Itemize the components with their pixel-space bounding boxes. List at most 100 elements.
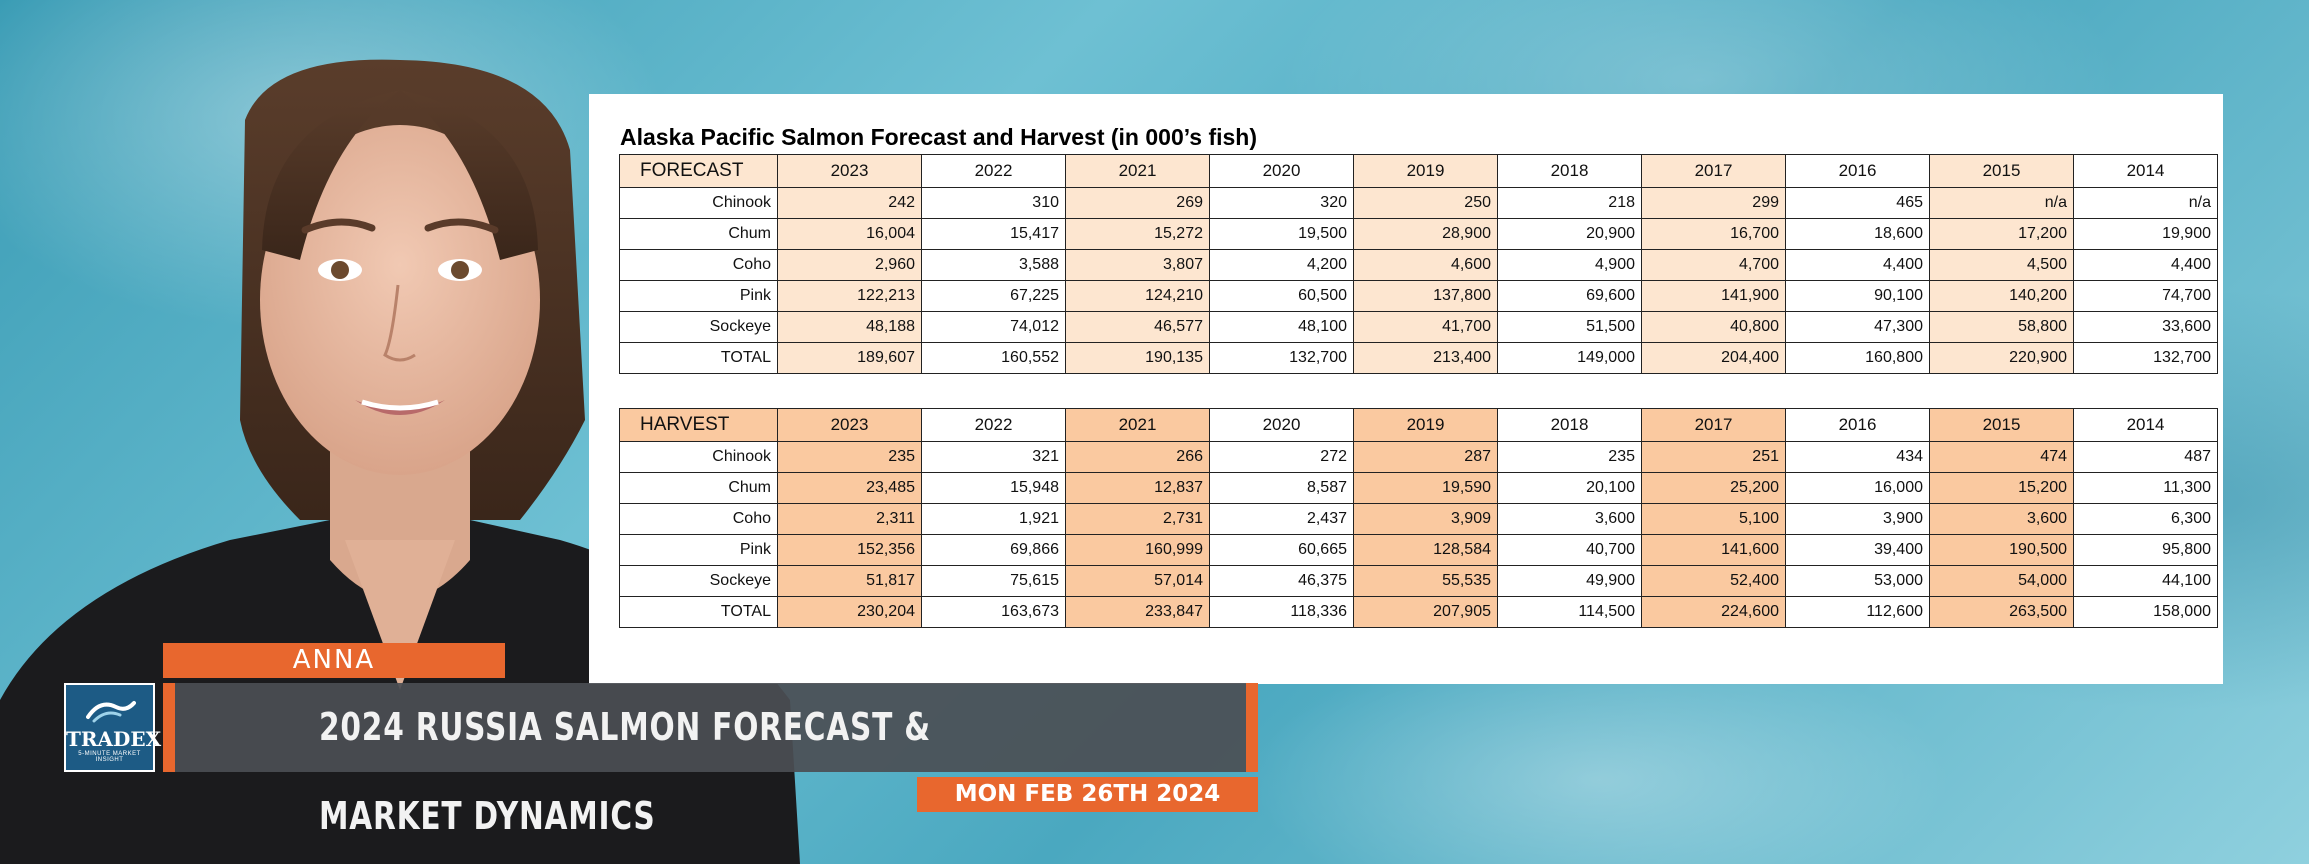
table-cell: 287 [1353,441,1498,473]
table-cell: 33,600 [2073,311,2218,343]
row-label: TOTAL [619,596,778,628]
table-cell: 18,600 [1785,218,1930,250]
year-header: 2015 [1929,154,2074,188]
table-cell: 51,500 [1497,311,1642,343]
table-cell: 3,807 [1065,249,1210,281]
table-cell: 3,909 [1353,503,1498,535]
year-header: 2019 [1353,408,1498,442]
table-cell: 41,700 [1353,311,1498,343]
table-cell: 118,336 [1209,596,1354,628]
table-cell: 251 [1641,441,1786,473]
table-cell: 40,800 [1641,311,1786,343]
table-cell: 149,000 [1497,342,1642,374]
headline-text: 2024 RUSSIA SALMON FORECAST & MARKET DYN… [319,705,931,838]
table-cell: 58,800 [1929,311,2074,343]
row-label: Coho [619,503,778,535]
row-label: TOTAL [619,342,778,374]
table-cell: 189,607 [777,342,922,374]
harvest-section-label: HARVEST [619,408,778,442]
year-header: 2017 [1641,408,1786,442]
row-label: Chum [619,472,778,504]
row-label: Chinook [619,187,778,219]
table-cell: 16,700 [1641,218,1786,250]
table-cell: 16,004 [777,218,922,250]
table-cell: 266 [1065,441,1210,473]
table-cell: 141,900 [1641,280,1786,312]
wave-icon [86,701,136,723]
table-cell: 272 [1209,441,1354,473]
table-row: Sockeye 48,188 74,012 46,577 48,100 41,700 51,… [619,311,2218,343]
year-header: 2021 [1065,408,1210,442]
broadcast-date: MON FEB 26TH 2024 [917,777,1258,812]
table-cell: 132,700 [1209,342,1354,374]
table-cell: 220,900 [1929,342,2074,374]
table-cell: 112,600 [1785,596,1930,628]
year-header: 2022 [921,408,1066,442]
table-cell: 17,200 [1929,218,2074,250]
table-cell: 20,100 [1497,472,1642,504]
year-header: 2023 [777,408,922,442]
table-cell: 2,960 [777,249,922,281]
harvest-table: HARVEST 2023 2022 2021 2020 2019 2018 20… [619,408,2218,628]
year-header: 2018 [1497,408,1642,442]
harvest-header-row: HARVEST 2023 2022 2021 2020 2019 2018 20… [619,408,2218,442]
table-row: Sockeye 51,817 75,615 57,014 46,375 55,535 49,… [619,565,2218,597]
table-cell: 19,900 [2073,218,2218,250]
table-cell: 128,584 [1353,534,1498,566]
table-cell: 160,999 [1065,534,1210,566]
table-cell: 2,731 [1065,503,1210,535]
table-cell: 3,588 [921,249,1066,281]
table-cell: 39,400 [1785,534,1930,566]
table-cell: 75,615 [921,565,1066,597]
table-cell: 28,900 [1353,218,1498,250]
table-cell: 160,552 [921,342,1066,374]
table-cell: 4,400 [2073,249,2218,281]
row-label: Sockeye [619,311,778,343]
table-cell: 163,673 [921,596,1066,628]
table-cell: 207,905 [1353,596,1498,628]
table-cell: 114,500 [1497,596,1642,628]
table-cell: 218 [1497,187,1642,219]
table-cell: 141,600 [1641,534,1786,566]
year-header: 2022 [921,154,1066,188]
table-cell: 204,400 [1641,342,1786,374]
table-row: Coho 2,960 3,588 3,807 4,200 4,600 4,900 4,700 4… [619,249,2218,281]
table-row: Pink 122,213 67,225 124,210 60,500 137,800 69,… [619,280,2218,312]
year-header: 2020 [1209,154,1354,188]
year-header: 2019 [1353,154,1498,188]
table-row: TOTAL 189,607 160,552 190,135 132,700 213,400… [619,342,2218,374]
year-header: 2021 [1065,154,1210,188]
table-cell: 230,204 [777,596,922,628]
table-cell: 3,600 [1497,503,1642,535]
table-cell: 5,100 [1641,503,1786,535]
headline-banner: 2024 RUSSIA SALMON FORECAST & MARKET DYN… [163,683,1258,838]
table-cell: 57,014 [1065,565,1210,597]
forecast-table: FORECAST 2023 2022 2021 2020 2019 2018 2… [619,154,2218,374]
table-cell: 74,012 [921,311,1066,343]
table-cell: 132,700 [2073,342,2218,374]
table-cell: 53,000 [1785,565,1930,597]
forecast-header-row: FORECAST 2023 2022 2021 2020 2019 2018 2… [619,154,2218,188]
table-cell: 54,000 [1929,565,2074,597]
table-cell: 224,600 [1641,596,1786,628]
year-header: 2015 [1929,408,2074,442]
table-cell: 46,375 [1209,565,1354,597]
table-cell: 233,847 [1065,596,1210,628]
table-cell: 74,700 [2073,280,2218,312]
table-cell: 3,900 [1785,503,1930,535]
table-cell: 4,600 [1353,249,1498,281]
table-cell: 299 [1641,187,1786,219]
year-header: 2017 [1641,154,1786,188]
year-header: 2023 [777,154,922,188]
table-cell: 48,100 [1209,311,1354,343]
logo-tagline: 5-MINUTE MARKET INSIGHT [78,751,141,763]
table-cell: 11,300 [2073,472,2218,504]
table-cell: 8,587 [1209,472,1354,504]
table-cell: 46,577 [1065,311,1210,343]
table-row: Coho 2,311 1,921 2,731 2,437 3,909 3,600 5,100 3… [619,503,2218,535]
table-cell: 52,400 [1641,565,1786,597]
table-cell: 69,866 [921,534,1066,566]
table-row: Chinook 242 310 269 320 250 218 299 465 n/a n/a [619,187,2218,219]
table-cell: 15,272 [1065,218,1210,250]
table-cell: 4,500 [1929,249,2074,281]
